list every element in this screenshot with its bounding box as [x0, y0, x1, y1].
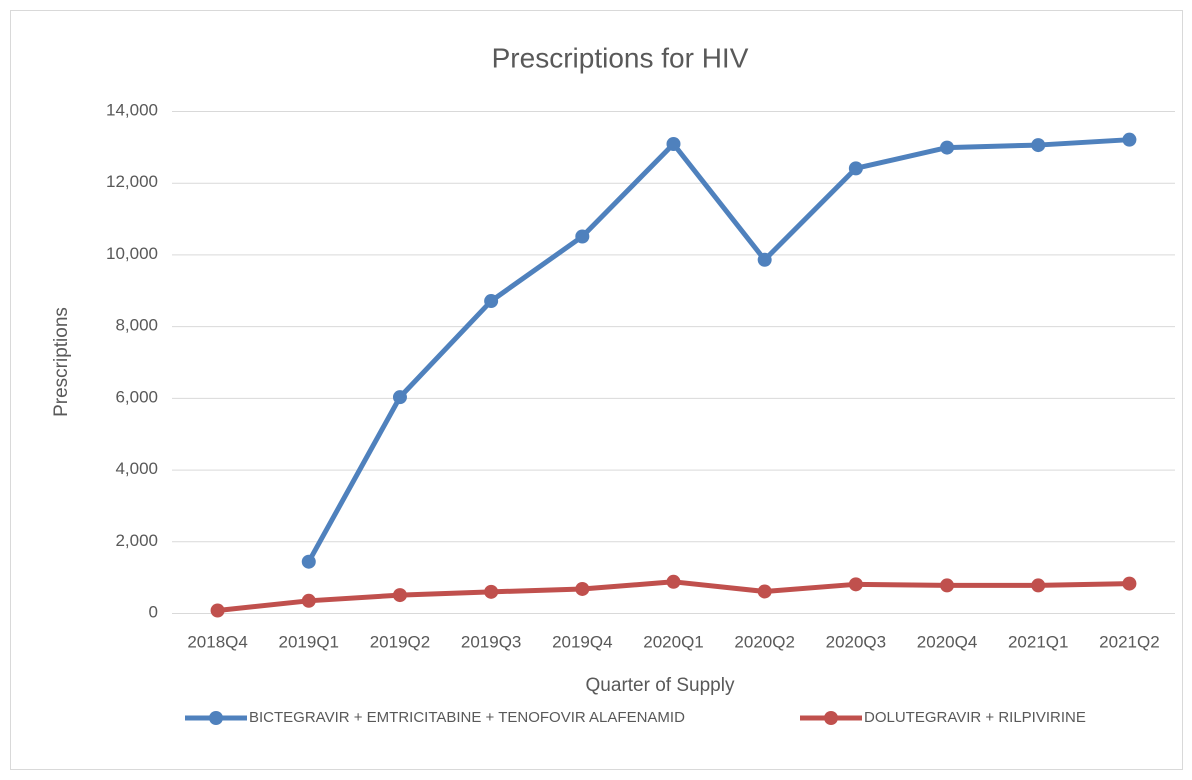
- data-point: [392, 390, 407, 405]
- x-tick-label: 2020Q2: [734, 632, 795, 651]
- data-point: [940, 578, 955, 593]
- x-tick-label: 2021Q1: [1008, 632, 1069, 651]
- y-tick-label: 4,000: [115, 459, 158, 478]
- series-line: [306, 137, 1130, 563]
- data-point: [757, 252, 772, 267]
- y-tick-label: 10,000: [106, 244, 158, 263]
- x-tick-label: 2019Q4: [552, 632, 613, 651]
- chart-title: Prescriptions for HIV: [492, 42, 749, 73]
- x-tick-label: 2019Q3: [461, 632, 522, 651]
- legend-label: BICTEGRAVIR + EMTRICITABINE + TENOFOVIR …: [249, 709, 685, 726]
- data-point: [848, 161, 863, 176]
- data-point: [940, 140, 955, 155]
- y-tick-label: 14,000: [106, 100, 158, 119]
- data-point: [301, 593, 316, 608]
- x-tick-label: 2020Q4: [917, 632, 978, 651]
- y-tick-label: 12,000: [106, 172, 158, 191]
- data-point: [757, 584, 772, 599]
- y-axis-title: Prescriptions: [51, 307, 72, 417]
- x-tick-label: 2021Q2: [1099, 632, 1160, 651]
- chart-frame: [10, 10, 1183, 770]
- data-point: [484, 294, 499, 309]
- y-tick-label: 6,000: [115, 387, 158, 406]
- data-point: [1122, 576, 1137, 591]
- data-point: [1031, 578, 1046, 593]
- data-point: [575, 581, 590, 596]
- legend-marker: [824, 711, 838, 725]
- x-tick-label: 2019Q1: [279, 632, 340, 651]
- data-point: [666, 136, 681, 151]
- data-point: [575, 229, 590, 244]
- data-point: [210, 603, 225, 618]
- data-point: [301, 554, 316, 569]
- data-point: [848, 577, 863, 592]
- y-tick-label: 8,000: [115, 316, 158, 335]
- data-point: [666, 574, 681, 589]
- data-point: [484, 584, 499, 599]
- data-point: [1122, 132, 1137, 147]
- x-axis-title: Quarter of Supply: [586, 675, 735, 696]
- legend-marker: [209, 711, 223, 725]
- x-tick-label: 2020Q3: [826, 632, 887, 651]
- x-tick-label: 2018Q4: [187, 632, 248, 651]
- legend-label: DOLUTEGRAVIR + RILPIVIRINE: [864, 709, 1086, 726]
- y-tick-label: 2,000: [115, 531, 158, 550]
- x-tick-label: 2019Q2: [370, 632, 431, 651]
- y-tick-label: 0: [149, 602, 158, 621]
- data-point: [1031, 138, 1046, 153]
- x-tick-label: 2020Q1: [643, 632, 704, 651]
- data-point: [392, 588, 407, 603]
